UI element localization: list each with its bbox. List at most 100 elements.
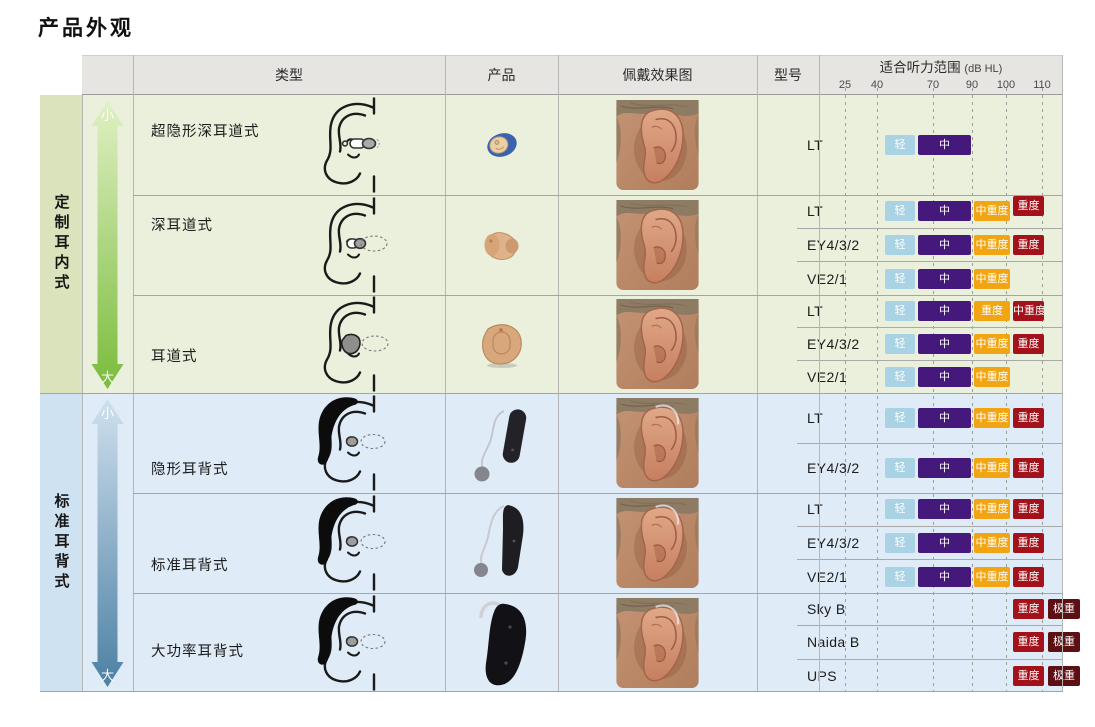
- ear-diagram-icon: [300, 96, 392, 194]
- ear-diagram-icon: [300, 394, 392, 492]
- type-label: 大功率耳背式: [151, 644, 244, 660]
- severity-chip: 中重度: [974, 499, 1010, 520]
- model-label: VE2/1: [807, 270, 848, 287]
- ear-diagram-icon: [300, 196, 392, 294]
- model-row: EY4/3/2 轻中中重度 重度: [797, 442, 1063, 494]
- severity-chip: 轻: [885, 334, 915, 354]
- model-label: VE2/1: [807, 369, 848, 385]
- model-row: LT 轻中重度 中重度: [797, 295, 1063, 327]
- severity-chip: 重度: [1013, 334, 1044, 354]
- severity-chip: 中重度: [974, 201, 1010, 222]
- severity-chip: 极重: [1048, 632, 1080, 653]
- type-label: 深耳道式: [151, 218, 213, 234]
- axis-tick: 90: [965, 79, 979, 91]
- wearing-photo: [615, 199, 700, 291]
- wearing-photo: [615, 99, 700, 191]
- model-label: EY4/3/2: [807, 460, 860, 477]
- model-rows: Sky B 重度 极重 Naida B 重度 极重 UPS 重度 极重: [797, 593, 1080, 692]
- group-label: 标准耳背式: [52, 492, 70, 593]
- severity-chip: 极重: [1048, 665, 1080, 686]
- model-label: LT: [807, 501, 824, 518]
- model-row: UPS 重度 极重: [797, 658, 1080, 692]
- axis-tick: 70: [926, 79, 940, 91]
- section-invisible-bte: 隐形耳背式 LT 轻中中重度 重度 EY4/3/2 轻中中重度 重度: [133, 393, 1063, 493]
- severity-chip: 中: [918, 499, 971, 520]
- section-ultra-invisible-cic: 超隐形深耳道式 LT 轻中: [133, 95, 1063, 195]
- severity-chip: 中: [918, 135, 971, 155]
- model-label: LT: [807, 409, 824, 426]
- severity-chip: 中: [918, 235, 971, 255]
- severity-chip: 轻: [885, 268, 915, 289]
- type-label: 耳道式: [151, 349, 198, 365]
- axis-tick: 110: [1033, 79, 1051, 91]
- severity-chip: 中: [918, 301, 971, 321]
- wearing-photo: [615, 397, 700, 489]
- severity-chip: 轻: [885, 135, 915, 155]
- section-standard-bte: 标准耳背式 LT 轻中中重度 重度 EY4/3/2 轻中中重度 重度 VE2/1 轻中中重度重…: [133, 493, 1063, 593]
- severity-chip: 轻: [885, 301, 915, 321]
- wearing-photo: [615, 596, 700, 689]
- group-label: 定制耳内式: [52, 194, 70, 294]
- product-photo: [445, 493, 558, 593]
- model-row: VE2/1 轻中中重度: [797, 360, 1063, 393]
- severity-chip: 轻: [885, 533, 915, 553]
- type-label: 超隐形深耳道式: [151, 124, 260, 140]
- product-photo: [445, 195, 558, 295]
- size-arrow-icon: [91, 101, 124, 389]
- severity-chip: 中: [918, 268, 971, 289]
- severity-chip: 重度: [974, 301, 1010, 321]
- severity-chip: 中重度: [974, 407, 1010, 428]
- product-photo: [445, 95, 558, 195]
- severity-chip: 重度: [1013, 407, 1044, 428]
- page-title: 产品外观: [38, 17, 134, 40]
- ear-diagram-icon: [300, 593, 392, 692]
- model-row: Naida B 重度 极重: [797, 625, 1080, 658]
- model-label: EY4/3/2: [807, 535, 860, 551]
- severity-chip: 轻: [885, 499, 915, 520]
- model-row: VE2/1 轻中中重度: [797, 261, 1063, 295]
- model-row: EY4/3/2 轻中中重度 重度: [797, 227, 1063, 262]
- severity-chip: 中重度: [974, 566, 1010, 587]
- model-label: LT: [807, 303, 824, 319]
- severity-chip: 中重度: [974, 458, 1010, 479]
- model-row: Sky B 重度 极重: [797, 593, 1080, 625]
- model-row: EY4/3/2 轻中中重度 重度: [797, 525, 1063, 560]
- model-rows: LT 轻中重度 中重度 EY4/3/2 轻中中重度 重度 VE2/1 轻中中重度: [797, 295, 1063, 393]
- model-rows: LT 轻中中重度 重度 EY4/3/2 轻中中重度 重度 VE2/1 轻中中重度 重度: [797, 493, 1063, 593]
- model-label: Naida B: [807, 634, 860, 651]
- section-canal: 耳道式 LT 轻中重度 中重度 EY4/3/2 轻中中重度 重度 VE2/1 轻中中重度: [133, 295, 1063, 393]
- severity-chip: 中: [918, 533, 971, 553]
- model-label: UPS: [807, 667, 837, 684]
- model-row: EY4/3/2 轻中中重度 重度: [797, 327, 1063, 360]
- severity-chip: 重度: [1013, 632, 1044, 653]
- group-standard-bte: 标准耳背式: [40, 393, 82, 692]
- model-rows: LT 轻中中重度 重度 EY4/3/2 轻中中重度 重度 VE2/1 轻中中重度: [797, 195, 1063, 295]
- model-label: LT: [807, 137, 824, 153]
- model-label: LT: [807, 203, 824, 220]
- product-photo: [445, 593, 558, 692]
- severity-chip: 中: [918, 201, 971, 222]
- severity-chip: 轻: [885, 407, 915, 428]
- ear-diagram-icon: [300, 494, 392, 592]
- model-rows: LT 轻中中重度 重度 EY4/3/2 轻中中重度 重度: [797, 393, 1063, 493]
- severity-chip: 重度: [1013, 665, 1044, 686]
- arrow-small-label: 小: [100, 406, 114, 421]
- severity-chip: 中重度: [974, 367, 1010, 387]
- severity-chip: 中: [918, 407, 971, 428]
- severity-chip: 中重度: [974, 268, 1010, 289]
- product-photo: [445, 295, 558, 393]
- model-row: LT 轻中中重度 重度: [797, 393, 1063, 443]
- severity-chip: 重度: [1013, 566, 1044, 587]
- header-hearing-range: 适合听力范围 (dB HL): [819, 59, 1063, 78]
- severity-chip: 中重度: [974, 334, 1010, 354]
- hearing-range-title: 适合听力范围: [879, 60, 961, 75]
- axis-tick: 25: [838, 79, 852, 91]
- severity-chip: 中: [918, 458, 971, 479]
- severity-chip: 轻: [885, 367, 915, 387]
- severity-chip: 极重: [1048, 599, 1080, 620]
- severity-chip: 重度: [1013, 599, 1044, 620]
- severity-chip: 中重度: [974, 235, 1010, 255]
- model-label: EY4/3/2: [807, 336, 860, 352]
- hearing-range-unit: (dB HL): [964, 63, 1003, 75]
